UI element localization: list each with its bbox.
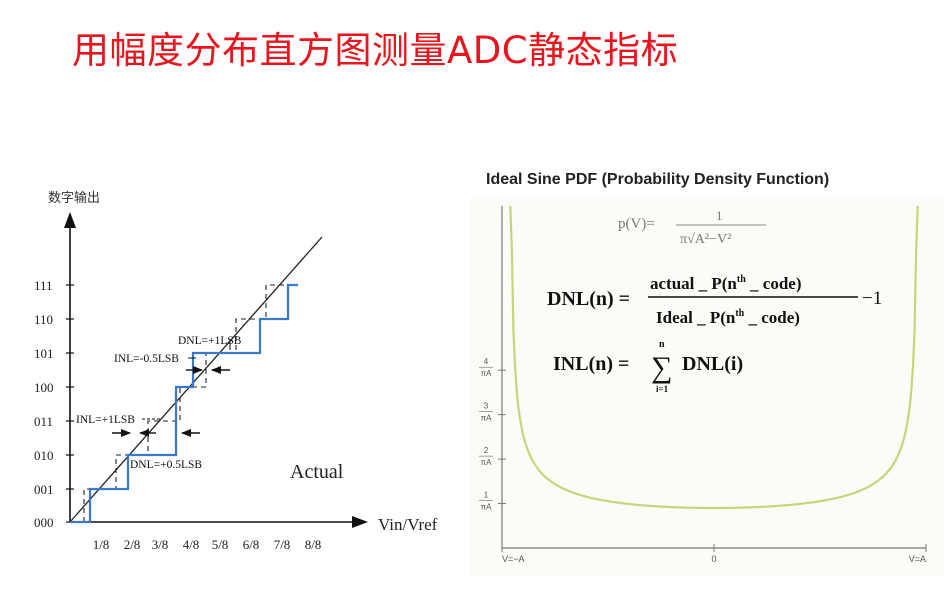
annotation-inl-minus-half: INL=-0.5LSB (114, 353, 179, 365)
pdf-x-ticks: V=−A 0 V=A (501, 544, 927, 564)
x-tick-labels: 1/8 2/8 3/8 4/8 5/8 6/8 7/8 8/8 (93, 537, 322, 552)
annotation-inl-plus-1: INL=+1LSB (76, 414, 135, 426)
pdf-y-tick-den: πA (481, 414, 493, 423)
dnl-formula-numerator: actual _ P(nth _ code) (650, 274, 802, 293)
pdf-x-tick-label: 0 (711, 554, 716, 564)
x-tick-label: 8/8 (305, 537, 322, 552)
x-tick-label: 3/8 (152, 537, 169, 552)
x-tick-label: 1/8 (93, 537, 110, 552)
pdf-plot-area (470, 196, 944, 576)
x-axis-label: Vin/Vref (378, 515, 438, 534)
pdf-y-tick-num: 1 (484, 491, 489, 500)
annotation-dnl-plus-half: DNL=+0.5LSB (130, 459, 202, 471)
y-code-label: 010 (34, 448, 54, 463)
adc-transfer-diagram: 数字输出 Vin/Vref 111 110 101 100 011 010 001 000 1… (34, 190, 438, 552)
y-code-label: 111 (34, 278, 53, 293)
inl-formula-rhs: DNL(i) (682, 353, 743, 375)
ideal-dashed-staircase (83, 284, 292, 522)
pdf-formula-denominator: π√A²−V² (680, 232, 731, 247)
pdf-y-tick-den: πA (481, 458, 493, 467)
pdf-y-ticks: 4 πA 3 πA 2 πA 1 πA (479, 357, 506, 512)
dnl-formula-denominator: Ideal _ P(nth _ code) (656, 308, 800, 327)
y-code-label: 100 (34, 380, 54, 395)
pdf-y-tick-num: 4 (484, 357, 489, 366)
y-axis-arrow (64, 212, 76, 228)
pdf-y-tick-den: πA (481, 503, 493, 512)
annotation-dnl-plus-1: DNL=+1LSB (178, 335, 242, 347)
x-tick-label: 6/8 (243, 537, 260, 552)
pdf-curve (509, 205, 919, 510)
pdf-x-tick-label: V=A (909, 554, 926, 564)
pdf-y-tick-den: πA (481, 369, 493, 378)
y-code-label: 000 (34, 515, 54, 530)
pdf-formula-numerator: 1 (716, 208, 723, 223)
pdf-formula-lhs: p(V)= (618, 216, 655, 232)
pdf-y-tick-num: 3 (484, 402, 489, 411)
dnl-formula-lhs: DNL(n) = (547, 288, 630, 310)
pdf-x-tick-label: V=−A (502, 554, 525, 564)
inl-sum-top: n (659, 339, 665, 350)
pdf-y-tick-num: 2 (484, 446, 489, 455)
inl-formula-lhs: INL(n) = (553, 353, 629, 375)
ideal-transfer-line (69, 236, 323, 523)
actual-staircase (70, 283, 298, 524)
x-tick-label: 7/8 (274, 537, 291, 552)
y-axis-label: 数字输出 (48, 190, 100, 205)
slide-title: 用幅度分布直方图测量ADC静态指标 (72, 29, 679, 72)
y-code-label: 011 (34, 414, 53, 429)
x-tick-label: 2/8 (124, 537, 141, 552)
y-code-labels: 111 110 101 100 011 010 001 000 (34, 278, 74, 530)
y-code-label: 110 (34, 312, 53, 327)
y-code-label: 101 (34, 346, 54, 361)
actual-label: Actual (290, 461, 344, 483)
pdf-panel-title: Ideal Sine PDF (Probability Density Func… (486, 171, 829, 188)
x-tick-label: 4/8 (183, 537, 200, 552)
sine-pdf-panel: Ideal Sine PDF (Probability Density Func… (470, 171, 944, 576)
inl-sum-symbol: ∑ (651, 351, 672, 384)
y-code-label: 001 (34, 482, 54, 497)
x-tick-label: 5/8 (212, 537, 229, 552)
dnl-formula-tail: −1 (862, 288, 882, 309)
inl-sum-bottom: i=1 (656, 384, 669, 394)
x-axis-arrow (352, 516, 368, 528)
